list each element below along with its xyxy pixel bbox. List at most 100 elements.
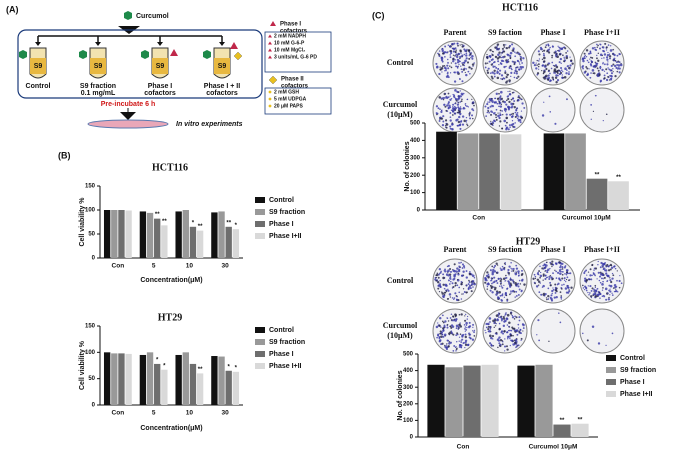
colony — [542, 279, 544, 281]
colony — [583, 55, 586, 58]
bullet — [268, 104, 272, 108]
bullet — [268, 97, 272, 101]
colony — [471, 338, 475, 341]
compound-label: Curcumol — [136, 13, 169, 20]
colony — [434, 278, 437, 281]
colony — [603, 276, 606, 280]
significance: ** — [616, 175, 621, 181]
colony — [437, 107, 440, 110]
colony — [596, 287, 599, 290]
colony — [466, 326, 468, 329]
colony — [466, 48, 468, 51]
colony — [501, 78, 504, 80]
colony — [549, 296, 552, 299]
colony — [615, 288, 617, 290]
tube-liquid — [152, 58, 168, 74]
bar — [225, 370, 232, 405]
colony — [543, 60, 546, 63]
colony — [442, 321, 445, 324]
colony — [499, 109, 502, 112]
colony — [508, 326, 511, 328]
bar — [111, 210, 118, 258]
colony — [589, 56, 592, 59]
colony — [438, 324, 441, 327]
colony — [491, 277, 494, 280]
colony — [597, 264, 599, 266]
colony — [496, 70, 499, 73]
colony — [592, 110, 595, 112]
colony — [436, 336, 438, 339]
colony — [503, 65, 506, 69]
colony — [509, 293, 511, 296]
colony — [509, 51, 513, 55]
y-tick-label: 50 — [88, 376, 95, 382]
colony — [511, 270, 513, 272]
colony — [497, 277, 500, 280]
colony — [455, 55, 459, 59]
panel-label: (C) — [372, 10, 385, 20]
colony — [508, 329, 511, 332]
colony — [514, 55, 517, 58]
colony — [519, 65, 523, 69]
colony — [505, 113, 508, 116]
y-tick-label: 400 — [403, 368, 414, 374]
colony — [453, 297, 456, 299]
x-axis-label: Concentration(μM) — [140, 425, 202, 432]
plate-column-label: Phase I+II — [584, 28, 620, 37]
colony — [498, 125, 501, 127]
colony — [473, 331, 475, 334]
colony — [560, 295, 562, 297]
colony — [612, 274, 615, 277]
colony — [506, 348, 509, 351]
colony — [493, 60, 496, 64]
colony — [451, 42, 454, 46]
colony — [490, 113, 493, 116]
colony — [555, 81, 558, 84]
colony — [490, 344, 493, 347]
colony — [471, 57, 474, 60]
colony — [507, 268, 510, 272]
colony — [506, 80, 509, 83]
colony — [452, 350, 455, 352]
colony — [486, 288, 489, 290]
colony — [552, 287, 554, 289]
colony — [437, 281, 440, 284]
colony — [603, 53, 607, 56]
colony — [606, 63, 609, 66]
colony — [515, 270, 517, 272]
tube-caption: Phase I — [148, 83, 173, 90]
colony — [607, 67, 609, 69]
colony — [491, 99, 494, 103]
colony — [584, 54, 586, 57]
tube-label: S9 — [156, 63, 165, 70]
colony — [520, 56, 523, 59]
significance: * — [163, 363, 166, 369]
bar — [111, 353, 118, 405]
colony — [445, 123, 449, 126]
colony — [500, 78, 502, 80]
colony — [491, 53, 494, 57]
colony — [510, 292, 512, 294]
legend-swatch — [255, 221, 265, 227]
bar — [175, 354, 182, 405]
colony — [507, 107, 510, 109]
colony — [489, 289, 492, 292]
tube-label: S9 — [218, 63, 227, 70]
colony — [465, 276, 468, 279]
colony — [468, 66, 471, 69]
colony — [507, 53, 510, 57]
cofactor-item: 10 mM MgCl₂ — [274, 47, 305, 53]
colony — [500, 317, 504, 321]
colony — [465, 68, 467, 70]
colony — [496, 57, 500, 60]
colony — [618, 286, 621, 289]
colony — [540, 271, 542, 274]
colony — [514, 296, 516, 298]
y-tick-label: 100 — [85, 208, 96, 214]
colony — [440, 326, 442, 328]
colony — [554, 122, 557, 125]
colony — [618, 67, 621, 70]
colony — [600, 261, 603, 265]
colony — [544, 293, 547, 296]
colony — [454, 112, 457, 115]
